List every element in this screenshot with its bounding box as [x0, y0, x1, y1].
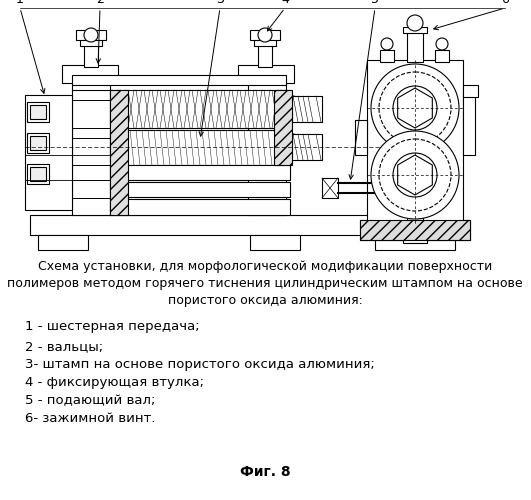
Bar	[258, 42, 272, 67]
Circle shape	[381, 38, 393, 50]
Bar	[435, 50, 449, 62]
Circle shape	[436, 38, 448, 50]
Bar	[38, 235, 88, 250]
Bar	[254, 38, 276, 46]
Bar	[110, 182, 290, 197]
Circle shape	[408, 101, 422, 115]
Bar	[403, 237, 427, 243]
Bar	[25, 95, 72, 210]
Circle shape	[407, 15, 423, 31]
Bar	[367, 60, 463, 225]
Text: 6: 6	[501, 0, 509, 6]
Bar	[72, 75, 286, 85]
Bar	[30, 167, 46, 181]
Text: 2: 2	[96, 0, 104, 6]
Text: полимеров методом горячего тиснения цилиндрическим штампом на основе: полимеров методом горячего тиснения цили…	[7, 277, 523, 290]
Text: Схема установки, для морфологической модификации поверхности: Схема установки, для морфологической мод…	[38, 260, 492, 273]
Bar	[248, 80, 286, 215]
Circle shape	[371, 64, 459, 152]
Circle shape	[258, 28, 272, 42]
Bar	[27, 102, 49, 122]
Circle shape	[393, 153, 437, 197]
Bar	[360, 220, 470, 240]
Bar	[84, 42, 98, 67]
Bar	[403, 27, 427, 33]
Bar	[250, 30, 280, 40]
Text: 3- штамп на основе пористого оксида алюминия;: 3- штамп на основе пористого оксида алюм…	[25, 358, 375, 371]
Text: 4: 4	[281, 0, 289, 6]
Bar	[110, 130, 290, 165]
Circle shape	[84, 28, 98, 42]
Polygon shape	[398, 88, 432, 128]
Circle shape	[279, 134, 305, 160]
Bar	[110, 90, 128, 215]
Bar	[250, 235, 300, 250]
Bar	[30, 215, 370, 235]
Bar	[30, 105, 46, 119]
Bar	[27, 133, 49, 153]
Text: Фиг. 8: Фиг. 8	[239, 465, 290, 479]
Bar	[292, 134, 322, 160]
Bar	[463, 95, 475, 155]
Circle shape	[379, 72, 451, 144]
Bar	[463, 85, 478, 97]
Text: 6- зажимной винт.: 6- зажимной винт.	[25, 412, 156, 425]
Bar	[30, 136, 46, 150]
Bar	[80, 38, 102, 46]
Text: пористого оксида алюминия:: пористого оксида алюминия:	[168, 294, 363, 307]
Circle shape	[401, 161, 429, 189]
Text: 5 - подающий вал;: 5 - подающий вал;	[25, 394, 156, 407]
Circle shape	[379, 139, 451, 211]
Bar	[322, 178, 338, 198]
Circle shape	[393, 86, 437, 130]
Circle shape	[279, 96, 305, 122]
Bar	[62, 65, 118, 83]
Bar	[274, 90, 292, 165]
Circle shape	[371, 131, 459, 219]
Text: 2 - вальцы;: 2 - вальцы;	[25, 340, 103, 353]
Bar	[355, 120, 367, 155]
Bar	[72, 80, 110, 215]
Polygon shape	[398, 155, 432, 195]
Bar	[110, 199, 290, 215]
Text: 4 - фиксирующая втулка;: 4 - фиксирующая втулка;	[25, 376, 204, 389]
Circle shape	[401, 94, 429, 122]
Bar	[380, 50, 394, 62]
Circle shape	[408, 168, 422, 182]
Bar	[292, 96, 322, 122]
Bar	[110, 165, 290, 180]
Bar	[407, 30, 423, 62]
Bar	[76, 30, 106, 40]
Text: 5: 5	[371, 0, 379, 6]
Bar	[407, 218, 423, 240]
Bar	[238, 65, 294, 83]
Text: 1: 1	[16, 0, 24, 6]
Bar	[27, 164, 49, 184]
Bar	[110, 90, 290, 128]
Bar	[375, 240, 455, 250]
Bar	[360, 220, 470, 240]
Text: 3: 3	[216, 0, 224, 6]
Text: 1 - шестерная передача;: 1 - шестерная передача;	[25, 320, 200, 333]
